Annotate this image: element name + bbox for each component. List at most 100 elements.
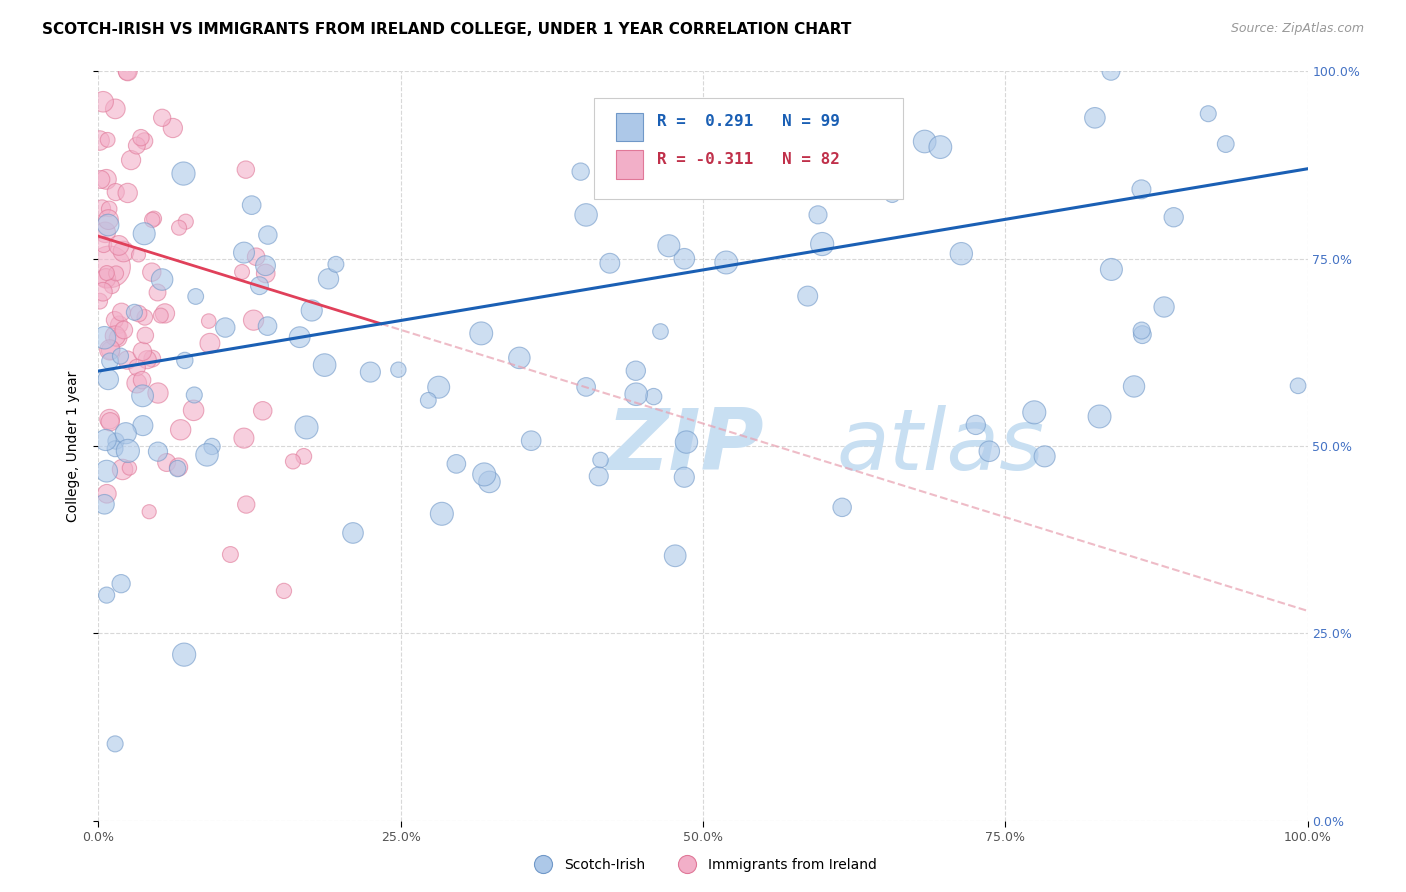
Point bbox=[90, 172, 112, 186]
Point bbox=[965, 417, 987, 432]
Point bbox=[295, 420, 318, 434]
Point bbox=[195, 448, 218, 462]
Point bbox=[233, 245, 256, 260]
Point bbox=[111, 462, 134, 476]
Point bbox=[97, 218, 120, 232]
Point bbox=[929, 140, 952, 154]
Point bbox=[132, 418, 155, 433]
Point bbox=[254, 259, 277, 273]
Point bbox=[1215, 137, 1237, 152]
Point bbox=[1163, 211, 1185, 225]
Point bbox=[183, 403, 205, 417]
Point bbox=[914, 135, 936, 149]
Point bbox=[110, 576, 132, 591]
Point bbox=[98, 412, 121, 426]
Point bbox=[150, 272, 173, 286]
Point bbox=[470, 326, 492, 341]
Point bbox=[98, 415, 121, 429]
Point bbox=[112, 244, 135, 259]
Point bbox=[569, 164, 592, 178]
Point bbox=[599, 256, 621, 270]
Point bbox=[617, 181, 640, 195]
Point bbox=[128, 307, 150, 321]
Point bbox=[117, 64, 139, 78]
Point bbox=[131, 389, 153, 403]
Point bbox=[659, 152, 682, 166]
Text: atlas: atlas bbox=[837, 404, 1045, 488]
Point bbox=[91, 202, 114, 216]
Point bbox=[96, 172, 118, 186]
Point bbox=[257, 228, 280, 243]
Point bbox=[125, 376, 148, 391]
Point bbox=[127, 360, 149, 375]
Point bbox=[156, 456, 179, 470]
Point bbox=[979, 444, 1001, 458]
Point bbox=[478, 475, 501, 489]
Point bbox=[675, 435, 697, 450]
Point bbox=[162, 120, 184, 135]
Point bbox=[249, 278, 271, 293]
Point bbox=[134, 328, 156, 343]
Point bbox=[301, 303, 323, 318]
Point bbox=[342, 526, 364, 541]
Point bbox=[173, 167, 195, 181]
Point bbox=[98, 354, 121, 368]
Point bbox=[141, 213, 163, 227]
Point bbox=[100, 343, 122, 358]
Point bbox=[167, 220, 190, 235]
Point bbox=[115, 64, 138, 78]
Point bbox=[655, 180, 678, 194]
Point bbox=[589, 453, 612, 467]
Point bbox=[273, 583, 295, 598]
Point bbox=[235, 162, 257, 177]
Y-axis label: College, Under 1 year: College, Under 1 year bbox=[66, 370, 80, 522]
Point bbox=[359, 365, 381, 379]
Point bbox=[1130, 327, 1153, 342]
Point bbox=[153, 306, 176, 320]
Point bbox=[134, 227, 156, 241]
Point bbox=[89, 294, 111, 309]
Point bbox=[198, 336, 221, 351]
Point bbox=[149, 309, 172, 323]
Point bbox=[242, 313, 264, 327]
Point bbox=[427, 380, 450, 394]
Point bbox=[219, 548, 242, 562]
Point bbox=[240, 198, 263, 212]
Point bbox=[197, 314, 219, 328]
Point bbox=[110, 349, 132, 363]
Point bbox=[97, 133, 120, 147]
Point bbox=[98, 343, 121, 357]
Point bbox=[1286, 379, 1309, 393]
Point bbox=[94, 271, 117, 285]
Point bbox=[716, 255, 738, 269]
Point bbox=[101, 279, 124, 293]
Point bbox=[201, 440, 224, 454]
Point bbox=[114, 426, 136, 441]
Point bbox=[1088, 409, 1111, 424]
Text: ZIP: ZIP bbox=[606, 404, 763, 488]
Legend: Scotch-Irish, Immigrants from Ireland: Scotch-Irish, Immigrants from Ireland bbox=[524, 852, 882, 878]
Point bbox=[575, 380, 598, 394]
Point bbox=[91, 95, 114, 109]
Text: SCOTCH-IRISH VS IMMIGRANTS FROM IRELAND COLLEGE, UNDER 1 YEAR CORRELATION CHART: SCOTCH-IRISH VS IMMIGRANTS FROM IRELAND … bbox=[42, 22, 852, 37]
Point bbox=[1130, 182, 1153, 196]
Point bbox=[146, 444, 169, 458]
Point bbox=[96, 464, 118, 478]
Point bbox=[318, 272, 340, 286]
Point bbox=[117, 353, 139, 368]
Point bbox=[252, 404, 274, 418]
Point bbox=[673, 252, 696, 266]
Point bbox=[93, 497, 115, 511]
Point bbox=[288, 330, 311, 344]
Point bbox=[634, 156, 657, 170]
Point bbox=[125, 138, 148, 153]
Point bbox=[117, 186, 139, 200]
Point bbox=[118, 461, 141, 475]
Point bbox=[950, 246, 973, 260]
Point bbox=[169, 423, 191, 437]
FancyBboxPatch shape bbox=[595, 97, 903, 199]
Point bbox=[104, 329, 127, 343]
Point bbox=[1024, 405, 1046, 419]
Point bbox=[658, 239, 681, 253]
Point bbox=[143, 211, 166, 226]
